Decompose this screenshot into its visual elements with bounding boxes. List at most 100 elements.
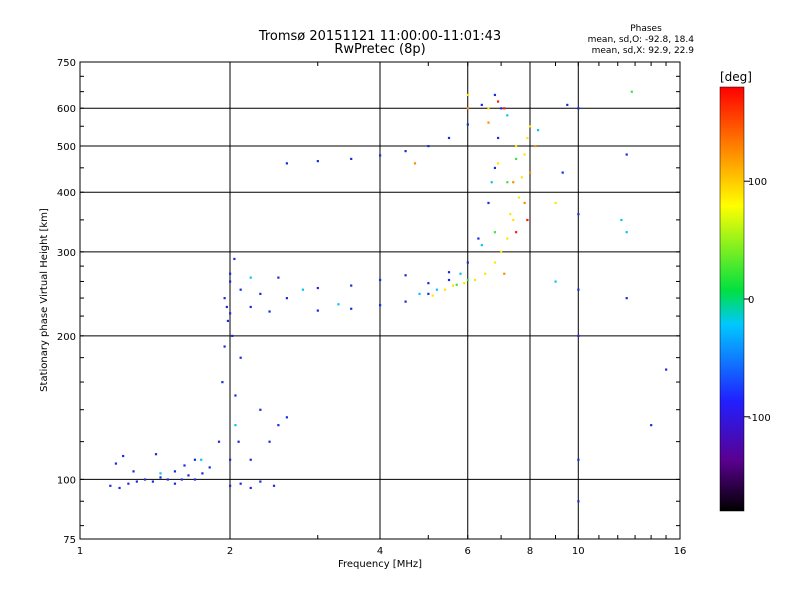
data-point [526,136,529,140]
x-tick-label: 10 [572,546,585,557]
data-point [223,297,226,300]
data-point [487,107,490,110]
data-point [109,484,112,487]
data-point [379,278,382,282]
grid-lines [80,62,680,539]
data-point [285,162,288,165]
data-point [561,171,564,174]
y-tick-label: 300 [57,248,76,259]
data-point [237,440,240,443]
data-point [577,107,580,110]
colorbar [719,86,745,512]
data-point [285,297,288,300]
colorbar-tick-label: 100 [748,177,767,188]
phase-stats-o: mean, sd,O: -92.8, 18.4 [588,35,695,45]
data-point [135,480,138,483]
data-point [577,458,580,461]
data-point [529,171,532,174]
data-point [473,278,477,282]
data-point [493,166,497,170]
data-points [109,90,668,503]
data-point [427,144,430,148]
data-point [517,196,521,199]
x-tick-label: 6 [465,546,471,557]
data-point [577,500,580,503]
data-point [554,280,557,283]
data-point [225,305,228,309]
data-point [143,478,147,481]
data-point [477,237,480,240]
data-point [480,103,483,107]
data-point [268,310,271,313]
data-point [431,294,434,297]
data-point [487,121,490,124]
data-point [435,288,438,291]
data-point [217,440,221,443]
y-axis-label: Stationary phase Virtual Height [km] [39,208,50,392]
x-tick-labels: 1 2 4 6 8 10 16 [77,546,687,557]
data-point [490,181,493,184]
data-point [239,482,242,485]
data-point [503,107,506,110]
data-point [509,213,512,216]
data-point [350,307,353,310]
data-point [503,272,506,275]
data-point [229,458,232,461]
chart-subtitle: RwPretec (8p) [334,42,425,57]
data-point [577,288,580,291]
data-point [233,257,236,261]
colorbar-tick-label: -100 [748,413,771,424]
x-tick-label: 1 [77,546,83,557]
colorbar-ticks: 100 0 -100 [744,177,771,424]
data-point [229,272,232,275]
data-point [665,368,668,371]
data-point [350,157,353,161]
data-point [159,476,162,479]
data-point [418,292,421,295]
data-point [466,261,469,264]
data-point [193,478,197,481]
data-point [447,136,451,140]
data-point [480,244,483,247]
data-point [515,144,518,148]
data-point [512,181,515,184]
data-point [493,261,497,264]
y-tick-label: 600 [57,104,76,115]
data-point [122,454,125,458]
data-point [554,201,557,205]
data-point [512,218,515,222]
data-point [249,276,252,279]
data-point [229,312,232,315]
data-point [166,478,169,481]
data-point [536,129,540,132]
y-tick-label: 400 [57,188,76,199]
data-point [534,144,537,148]
data-point [239,356,242,359]
data-point [114,462,118,465]
data-point [620,218,623,222]
data-point [234,424,237,427]
data-point [443,288,447,291]
data-point [272,484,276,487]
data-point [625,153,628,156]
data-point [484,272,487,275]
data-point [630,90,633,93]
data-point [239,288,242,291]
data-point [577,213,580,216]
data-point [249,486,252,490]
data-point [650,424,653,427]
x-axis-label: Frequency [MHz] [338,559,422,570]
data-point [229,280,232,283]
data-point [337,303,340,306]
data-point [466,107,469,110]
data-point [154,453,158,456]
data-point [447,278,451,282]
data-point [523,201,526,205]
data-point [493,93,497,97]
data-point [520,176,523,179]
data-point [404,150,407,153]
data-point [223,345,226,348]
data-point [515,231,518,234]
data-point [259,408,262,411]
